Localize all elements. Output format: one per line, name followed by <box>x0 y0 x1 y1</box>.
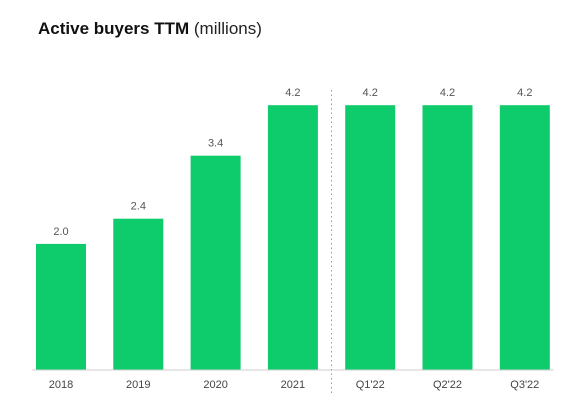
x-tick-label-0: 2018 <box>49 379 73 391</box>
x-tick-label-5: Q2'22 <box>433 379 462 391</box>
x-tick-label-6: Q3'22 <box>510 379 539 391</box>
bar-0 <box>36 243 86 370</box>
x-tick-label-2: 2020 <box>203 379 227 391</box>
value-label-3: 4.2 <box>285 87 300 99</box>
value-label-2: 3.4 <box>208 138 223 150</box>
bar-5 <box>422 105 473 370</box>
bar-4 <box>345 105 396 370</box>
value-label-6: 4.2 <box>517 87 532 99</box>
value-label-5: 4.2 <box>440 87 455 99</box>
bar-1 <box>113 218 164 370</box>
x-tick-label-1: 2019 <box>126 379 150 391</box>
bar-2 <box>190 155 241 370</box>
bar-3 <box>267 105 318 370</box>
value-label-0: 2.0 <box>53 226 68 238</box>
chart-title-main: Active buyers TTM <box>38 19 190 38</box>
bar-6 <box>499 105 550 370</box>
chart-title-unit: (millions) <box>193 19 262 38</box>
x-tick-label-4: Q1'22 <box>356 379 385 391</box>
chart-title: Active buyers TTM (millions) <box>38 19 262 39</box>
value-label-4: 4.2 <box>363 87 378 99</box>
x-tick-label-3: 2021 <box>281 379 305 391</box>
value-label-1: 2.4 <box>131 201 146 213</box>
